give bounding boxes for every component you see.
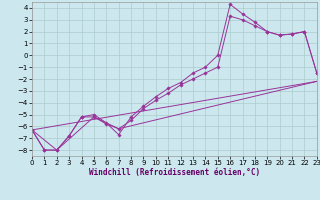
X-axis label: Windchill (Refroidissement éolien,°C): Windchill (Refroidissement éolien,°C) [89, 168, 260, 177]
